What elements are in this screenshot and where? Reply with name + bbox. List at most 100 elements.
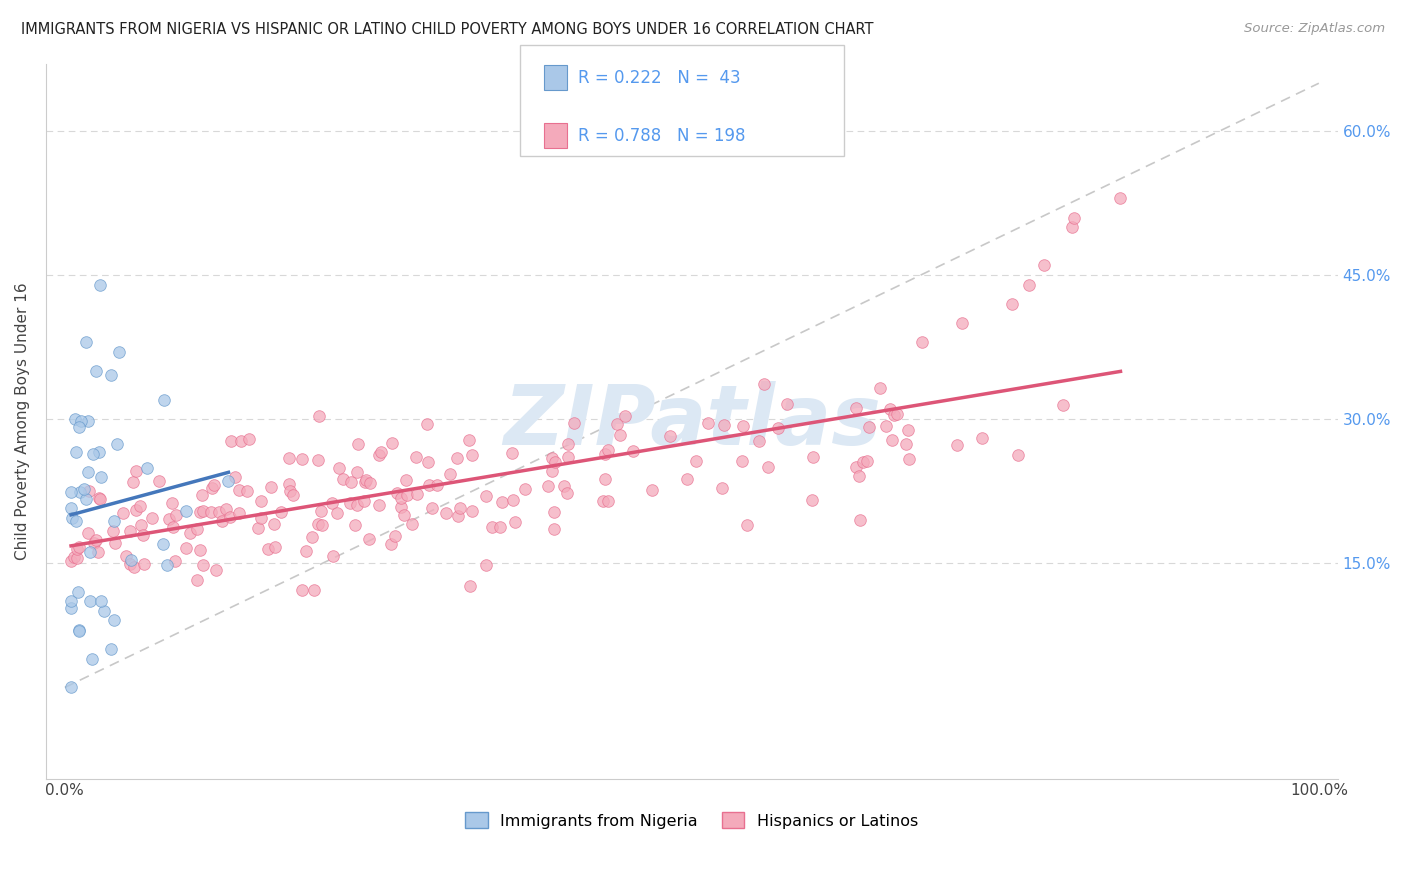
Point: [264, 541, 287, 555]
Point: [112, 506, 135, 520]
Point: [380, 537, 402, 551]
Point: [354, 475, 377, 489]
Point: [211, 514, 233, 528]
Point: [179, 526, 201, 541]
Point: [191, 558, 214, 573]
Point: [328, 461, 350, 475]
Point: [104, 536, 127, 550]
Point: [801, 493, 824, 508]
Point: [60, 511, 83, 525]
Point: [897, 452, 920, 467]
Point: [156, 558, 179, 573]
Point: [236, 483, 259, 498]
Point: [100, 368, 122, 382]
Text: R = 0.788   N = 198: R = 0.788 N = 198: [578, 127, 745, 145]
Point: [93, 604, 115, 618]
Point: [848, 513, 870, 527]
Point: [148, 474, 170, 488]
Point: [875, 418, 897, 433]
Point: [730, 453, 752, 467]
Point: [125, 464, 148, 478]
Point: [346, 498, 368, 512]
Point: [77, 414, 100, 428]
Point: [224, 470, 246, 484]
Point: [894, 436, 917, 450]
Point: [218, 510, 240, 524]
Point: [89, 492, 111, 507]
Point: [215, 502, 238, 516]
Point: [347, 437, 370, 451]
Point: [543, 523, 565, 537]
Point: [162, 519, 184, 533]
Point: [845, 460, 868, 475]
Point: [1018, 277, 1040, 292]
Point: [481, 520, 503, 534]
Point: [346, 465, 368, 479]
Point: [344, 518, 367, 533]
Point: [250, 511, 273, 525]
Y-axis label: Child Poverty Among Boys Under 16: Child Poverty Among Boys Under 16: [15, 283, 30, 560]
Point: [190, 543, 212, 558]
Point: [307, 516, 329, 531]
Point: [897, 423, 920, 437]
Legend: Immigrants from Nigeria, Hispanics or Latinos: Immigrants from Nigeria, Hispanics or La…: [458, 806, 925, 835]
Point: [60, 554, 83, 568]
Point: [339, 496, 361, 510]
Point: [475, 558, 498, 573]
Point: [60, 594, 83, 608]
Point: [557, 450, 579, 464]
Point: [89, 444, 111, 458]
Point: [434, 506, 457, 520]
Point: [67, 623, 90, 637]
Point: [157, 512, 180, 526]
Point: [201, 481, 224, 495]
Point: [309, 504, 332, 518]
Point: [541, 465, 564, 479]
Point: [247, 521, 270, 535]
Point: [141, 511, 163, 525]
Point: [218, 475, 240, 489]
Point: [228, 483, 250, 498]
Point: [322, 549, 344, 564]
Point: [776, 397, 799, 411]
Point: [422, 501, 444, 516]
Point: [886, 407, 908, 421]
Point: [205, 563, 228, 577]
Point: [188, 505, 211, 519]
Point: [291, 452, 314, 467]
Point: [263, 516, 285, 531]
Point: [135, 461, 157, 475]
Point: [65, 514, 87, 528]
Point: [301, 530, 323, 544]
Point: [75, 334, 97, 349]
Text: ZIPatlas: ZIPatlas: [503, 381, 880, 462]
Point: [311, 518, 333, 533]
Point: [555, 486, 578, 500]
Point: [384, 529, 406, 543]
Point: [389, 491, 412, 505]
Point: [392, 508, 415, 523]
Point: [281, 488, 304, 502]
Point: [186, 522, 208, 536]
Point: [609, 428, 631, 442]
Point: [294, 544, 316, 558]
Point: [367, 448, 389, 462]
Text: R = 0.222   N =  43: R = 0.222 N = 43: [578, 69, 741, 87]
Point: [84, 533, 107, 548]
Point: [461, 504, 484, 518]
Point: [132, 528, 155, 542]
Point: [326, 506, 349, 520]
Point: [389, 500, 412, 514]
Text: IMMIGRANTS FROM NIGERIA VS HISPANIC OR LATINO CHILD POVERTY AMONG BOYS UNDER 16 : IMMIGRANTS FROM NIGERIA VS HISPANIC OR L…: [21, 22, 873, 37]
Point: [592, 494, 614, 508]
Point: [401, 516, 423, 531]
Point: [685, 454, 707, 468]
Point: [108, 344, 131, 359]
Point: [489, 520, 512, 534]
Point: [641, 483, 664, 497]
Point: [596, 494, 619, 508]
Point: [79, 483, 101, 498]
Point: [120, 553, 142, 567]
Point: [416, 455, 439, 469]
Point: [458, 579, 481, 593]
